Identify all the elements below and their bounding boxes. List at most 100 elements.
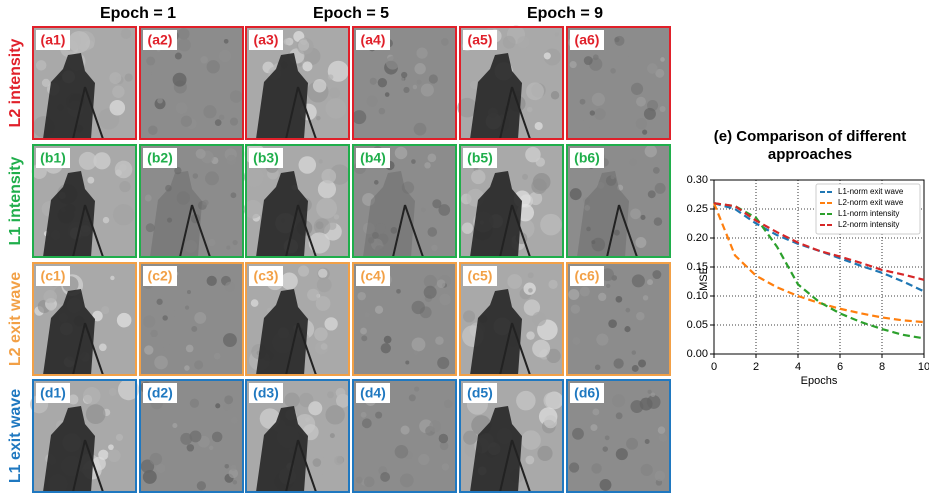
texture [379,108,386,115]
texture [184,365,190,371]
texture [315,342,328,355]
texture [442,463,449,470]
panel-label: (b1) [40,150,66,166]
texture [412,301,425,314]
texture [409,394,416,401]
row-label: L2 exit wave [7,272,24,366]
texture [361,412,367,418]
texture [535,122,543,130]
texture [517,36,529,48]
texture [203,200,209,206]
texture [605,435,610,440]
texture [226,155,236,165]
texture [230,417,237,424]
row-label: L1 intensity [7,156,24,245]
texture [400,474,414,488]
texture [648,390,652,394]
texture [251,299,259,307]
texture [439,294,451,306]
texture [655,471,666,482]
texture [445,348,453,356]
texture [396,289,401,294]
texture [298,266,309,277]
texture [224,464,229,469]
texture [316,221,324,229]
texture [212,432,222,442]
texture [99,343,107,351]
texture [572,337,580,345]
x-tick-label: 8 [879,361,885,373]
texture [660,57,665,62]
texture [144,345,153,354]
texture [629,158,636,165]
texture [83,387,100,404]
texture [421,83,434,96]
texture [172,423,177,428]
texture [374,180,379,185]
texture [180,433,192,445]
texture [178,39,191,52]
column-header: Epoch = 5 [313,5,389,22]
texture [642,130,647,135]
texture [360,328,367,335]
texture [636,118,647,129]
texture [121,28,131,38]
texture [590,424,597,431]
texture [429,420,441,432]
texture [318,269,327,278]
panel-label: (a1) [41,32,66,48]
texture [647,63,658,74]
texture [428,154,437,163]
texture [119,181,130,192]
texture [463,310,475,322]
texture [148,125,158,135]
texture [313,79,326,92]
texture [438,204,450,216]
texture [608,319,617,328]
panel-label: (a5) [468,32,493,48]
texture [584,56,593,65]
texture [209,446,213,450]
texture [181,116,192,127]
texture [614,37,619,42]
texture [193,173,198,178]
texture [572,428,584,440]
texture [580,99,586,105]
texture [175,53,182,60]
texture [233,480,237,484]
texture [224,39,229,44]
texture [401,426,410,435]
texture [606,284,610,288]
texture [598,293,606,301]
figure: Epoch = 1Epoch = 5Epoch = 9L2 intensity(… [0,0,929,493]
texture [569,462,579,472]
texture [414,63,425,74]
texture [197,481,206,490]
texture [162,315,167,320]
texture [405,361,409,365]
texture [631,83,643,95]
texture [401,72,407,78]
texture [233,240,238,245]
texture [595,365,601,371]
texture [653,167,660,174]
texture [590,110,595,115]
texture [44,290,57,303]
texture [532,340,550,358]
x-tick-label: 4 [795,361,801,373]
y-tick-label: 0.05 [687,319,708,331]
texture [444,400,453,409]
texture [610,68,615,73]
texture [176,102,188,114]
texture [435,336,444,345]
texture [641,464,653,476]
texture [112,86,124,98]
panel-label: (c6) [575,268,600,284]
texture [528,272,534,278]
panel-label: (a2) [148,32,173,48]
legend-label: L2-norm exit wave [838,198,904,207]
texture [638,360,646,368]
texture [173,73,187,87]
texture [600,479,612,491]
texture [302,61,312,71]
